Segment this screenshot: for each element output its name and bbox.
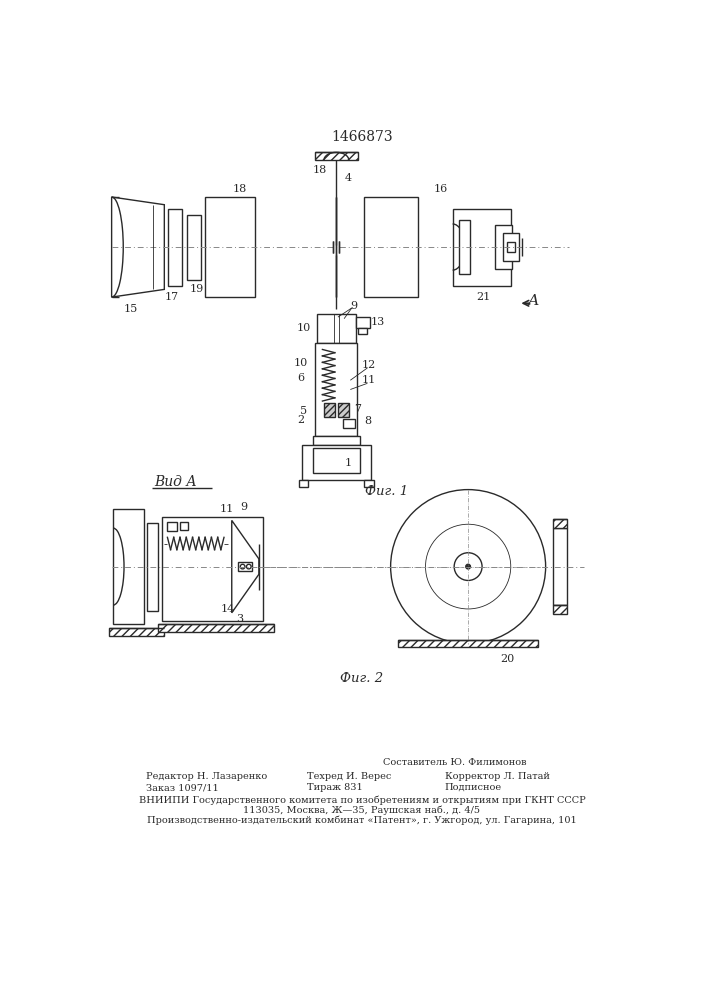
Text: 6: 6 bbox=[297, 373, 304, 383]
Bar bbox=[554, 519, 567, 528]
Bar bbox=[299, 480, 308, 487]
Circle shape bbox=[466, 564, 470, 569]
Text: 10: 10 bbox=[297, 323, 311, 333]
Text: 19: 19 bbox=[189, 284, 204, 294]
Bar bbox=[358, 328, 368, 334]
Bar bbox=[158, 624, 274, 632]
Text: 4: 4 bbox=[344, 173, 351, 183]
Text: 3: 3 bbox=[236, 614, 243, 624]
Bar bbox=[180, 522, 187, 530]
Text: 1466873: 1466873 bbox=[331, 130, 393, 144]
Text: 12: 12 bbox=[362, 360, 376, 370]
Bar bbox=[452, 209, 510, 286]
Text: Техред И. Верес: Техред И. Верес bbox=[307, 772, 391, 781]
Text: 9: 9 bbox=[240, 502, 247, 512]
Text: 21: 21 bbox=[477, 292, 491, 302]
Circle shape bbox=[247, 564, 251, 569]
Text: Фиг. 2: Фиг. 2 bbox=[340, 672, 383, 685]
Bar bbox=[315, 152, 358, 160]
Text: Редактор Н. Лазаренко: Редактор Н. Лазаренко bbox=[146, 772, 268, 781]
Bar bbox=[459, 220, 470, 274]
Bar bbox=[495, 225, 513, 269]
Bar bbox=[187, 215, 201, 280]
Text: 14: 14 bbox=[221, 604, 235, 614]
Text: 2: 2 bbox=[297, 415, 304, 425]
Text: Корректор Л. Патай: Корректор Л. Патай bbox=[445, 772, 550, 781]
Text: Подписное: Подписное bbox=[445, 783, 502, 792]
Text: Производственно-издательский комбинат «Патент», г. Ужгород, ул. Гагарина, 101: Производственно-издательский комбинат «П… bbox=[147, 815, 577, 825]
Bar bbox=[356, 317, 370, 328]
Text: 13: 13 bbox=[371, 317, 385, 327]
Polygon shape bbox=[232, 520, 259, 613]
Text: 11: 11 bbox=[219, 504, 233, 514]
Text: 11: 11 bbox=[362, 375, 376, 385]
Bar bbox=[168, 522, 177, 531]
Text: 18: 18 bbox=[233, 184, 247, 194]
Text: 9: 9 bbox=[350, 301, 357, 311]
Bar bbox=[338, 403, 349, 417]
Bar bbox=[110, 628, 163, 636]
Text: 1: 1 bbox=[344, 458, 351, 468]
Circle shape bbox=[391, 490, 546, 644]
Text: Составитель Ю. Филимонов: Составитель Ю. Филимонов bbox=[383, 758, 527, 767]
Bar bbox=[554, 605, 567, 614]
Bar bbox=[146, 523, 158, 611]
Text: Тираж 831: Тираж 831 bbox=[307, 783, 363, 792]
Text: 16: 16 bbox=[434, 184, 448, 194]
Text: 7: 7 bbox=[355, 404, 361, 414]
Text: ВНИИПИ Государственного комитета по изобретениям и открытиям при ГКНТ СССР: ВНИИПИ Государственного комитета по изоб… bbox=[139, 795, 585, 805]
Text: 18: 18 bbox=[312, 165, 327, 175]
Text: 8: 8 bbox=[364, 416, 371, 426]
Bar bbox=[317, 314, 356, 343]
Circle shape bbox=[240, 564, 245, 569]
Text: 15: 15 bbox=[124, 304, 138, 314]
Text: 113035, Москва, Ж—35, Раушская наб., д. 4/5: 113035, Москва, Ж—35, Раушская наб., д. … bbox=[243, 805, 481, 815]
Bar bbox=[238, 562, 252, 571]
Bar bbox=[343, 419, 355, 428]
Bar bbox=[315, 343, 357, 436]
Bar bbox=[204, 197, 255, 297]
Circle shape bbox=[454, 553, 482, 580]
Text: 20: 20 bbox=[500, 654, 514, 664]
Bar bbox=[324, 403, 335, 417]
Text: Заказ 1097/11: Заказ 1097/11 bbox=[146, 783, 219, 792]
Bar bbox=[507, 242, 515, 252]
Text: А: А bbox=[528, 294, 539, 308]
Bar bbox=[313, 436, 360, 445]
Text: Вид А: Вид А bbox=[154, 475, 197, 489]
Circle shape bbox=[426, 524, 510, 609]
Bar bbox=[554, 528, 567, 605]
Bar bbox=[313, 448, 360, 473]
Bar bbox=[364, 480, 373, 487]
Text: 17: 17 bbox=[165, 292, 179, 302]
Text: Фиг. 1: Фиг. 1 bbox=[366, 485, 409, 498]
Text: 10: 10 bbox=[293, 358, 308, 368]
Bar bbox=[162, 517, 263, 620]
Bar bbox=[168, 209, 182, 286]
Polygon shape bbox=[112, 197, 164, 297]
Bar bbox=[363, 197, 418, 297]
Bar bbox=[113, 509, 144, 624]
Bar bbox=[398, 640, 538, 647]
Bar bbox=[301, 445, 371, 480]
Bar bbox=[503, 233, 518, 261]
Text: 5: 5 bbox=[300, 406, 308, 416]
